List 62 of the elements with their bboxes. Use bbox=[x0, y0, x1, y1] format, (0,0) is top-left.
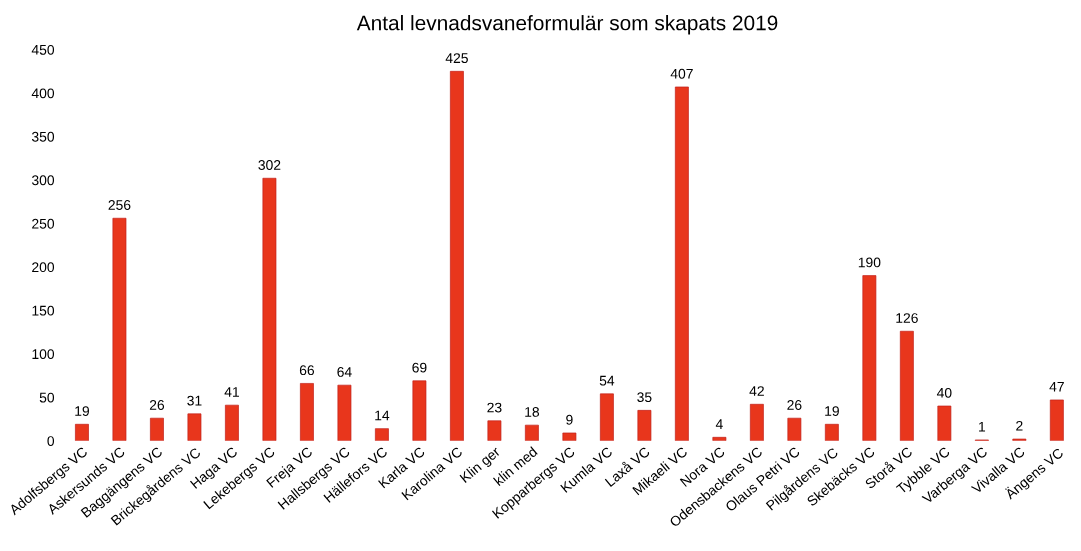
bar bbox=[375, 428, 389, 441]
bar bbox=[749, 403, 764, 441]
data-label: 18 bbox=[525, 407, 540, 417]
data-label: 40 bbox=[936, 387, 952, 398]
bar bbox=[1049, 399, 1064, 441]
data-label: 54 bbox=[599, 375, 615, 386]
y-tick-label: 0 bbox=[47, 436, 55, 446]
chart-title: Antal levnadsvaneformulär som skapats 2019 bbox=[356, 15, 778, 35]
data-label: 42 bbox=[749, 386, 764, 396]
data-label: 35 bbox=[637, 392, 652, 403]
data-label: 47 bbox=[1049, 381, 1064, 392]
data-label: 190 bbox=[858, 257, 881, 268]
y-tick-label: 50 bbox=[39, 392, 55, 403]
data-label: 64 bbox=[337, 367, 352, 377]
bar bbox=[300, 383, 314, 441]
bar bbox=[824, 423, 839, 441]
bar bbox=[524, 424, 539, 441]
bar bbox=[899, 330, 914, 441]
bar bbox=[150, 417, 164, 441]
data-label: 14 bbox=[375, 410, 390, 421]
data-label: 31 bbox=[187, 395, 202, 406]
data-label: 26 bbox=[787, 400, 802, 410]
y-tick-label: 200 bbox=[32, 262, 55, 273]
bar bbox=[337, 384, 352, 441]
bar bbox=[599, 393, 614, 441]
data-label: 41 bbox=[224, 387, 239, 397]
y-tick-label: 250 bbox=[32, 218, 55, 229]
bar bbox=[187, 413, 202, 441]
bar bbox=[225, 404, 239, 441]
bar bbox=[562, 432, 577, 441]
bar bbox=[112, 217, 127, 441]
bar bbox=[450, 70, 464, 441]
y-tick-label: 100 bbox=[32, 349, 55, 360]
data-label: 126 bbox=[896, 313, 918, 323]
y-tick-label: 350 bbox=[31, 131, 55, 142]
bar bbox=[862, 275, 877, 441]
data-label: 26 bbox=[149, 400, 165, 410]
data-label: 407 bbox=[670, 68, 693, 79]
bar bbox=[787, 417, 802, 441]
data-label: 1 bbox=[979, 421, 986, 432]
bar bbox=[262, 177, 277, 441]
y-tick-label: 450 bbox=[31, 44, 55, 55]
data-label: 425 bbox=[445, 53, 468, 64]
data-label: 19 bbox=[825, 406, 839, 416]
data-label: 302 bbox=[258, 160, 281, 170]
bar bbox=[937, 405, 952, 441]
y-tick-label: 400 bbox=[31, 88, 55, 99]
data-label: 4 bbox=[715, 419, 723, 429]
data-label: 69 bbox=[412, 362, 427, 373]
bar bbox=[487, 420, 502, 441]
data-label: 2 bbox=[1016, 420, 1023, 431]
bar bbox=[674, 86, 689, 441]
data-label: 9 bbox=[566, 414, 573, 425]
data-label: 23 bbox=[487, 402, 502, 413]
data-label: 19 bbox=[75, 406, 90, 416]
bar bbox=[75, 423, 89, 441]
y-tick-label: 150 bbox=[32, 305, 55, 316]
data-label: 256 bbox=[108, 200, 131, 210]
data-label: 66 bbox=[299, 365, 315, 376]
y-tick-label: 300 bbox=[31, 175, 55, 186]
bar bbox=[637, 410, 652, 441]
bar bbox=[412, 380, 427, 441]
